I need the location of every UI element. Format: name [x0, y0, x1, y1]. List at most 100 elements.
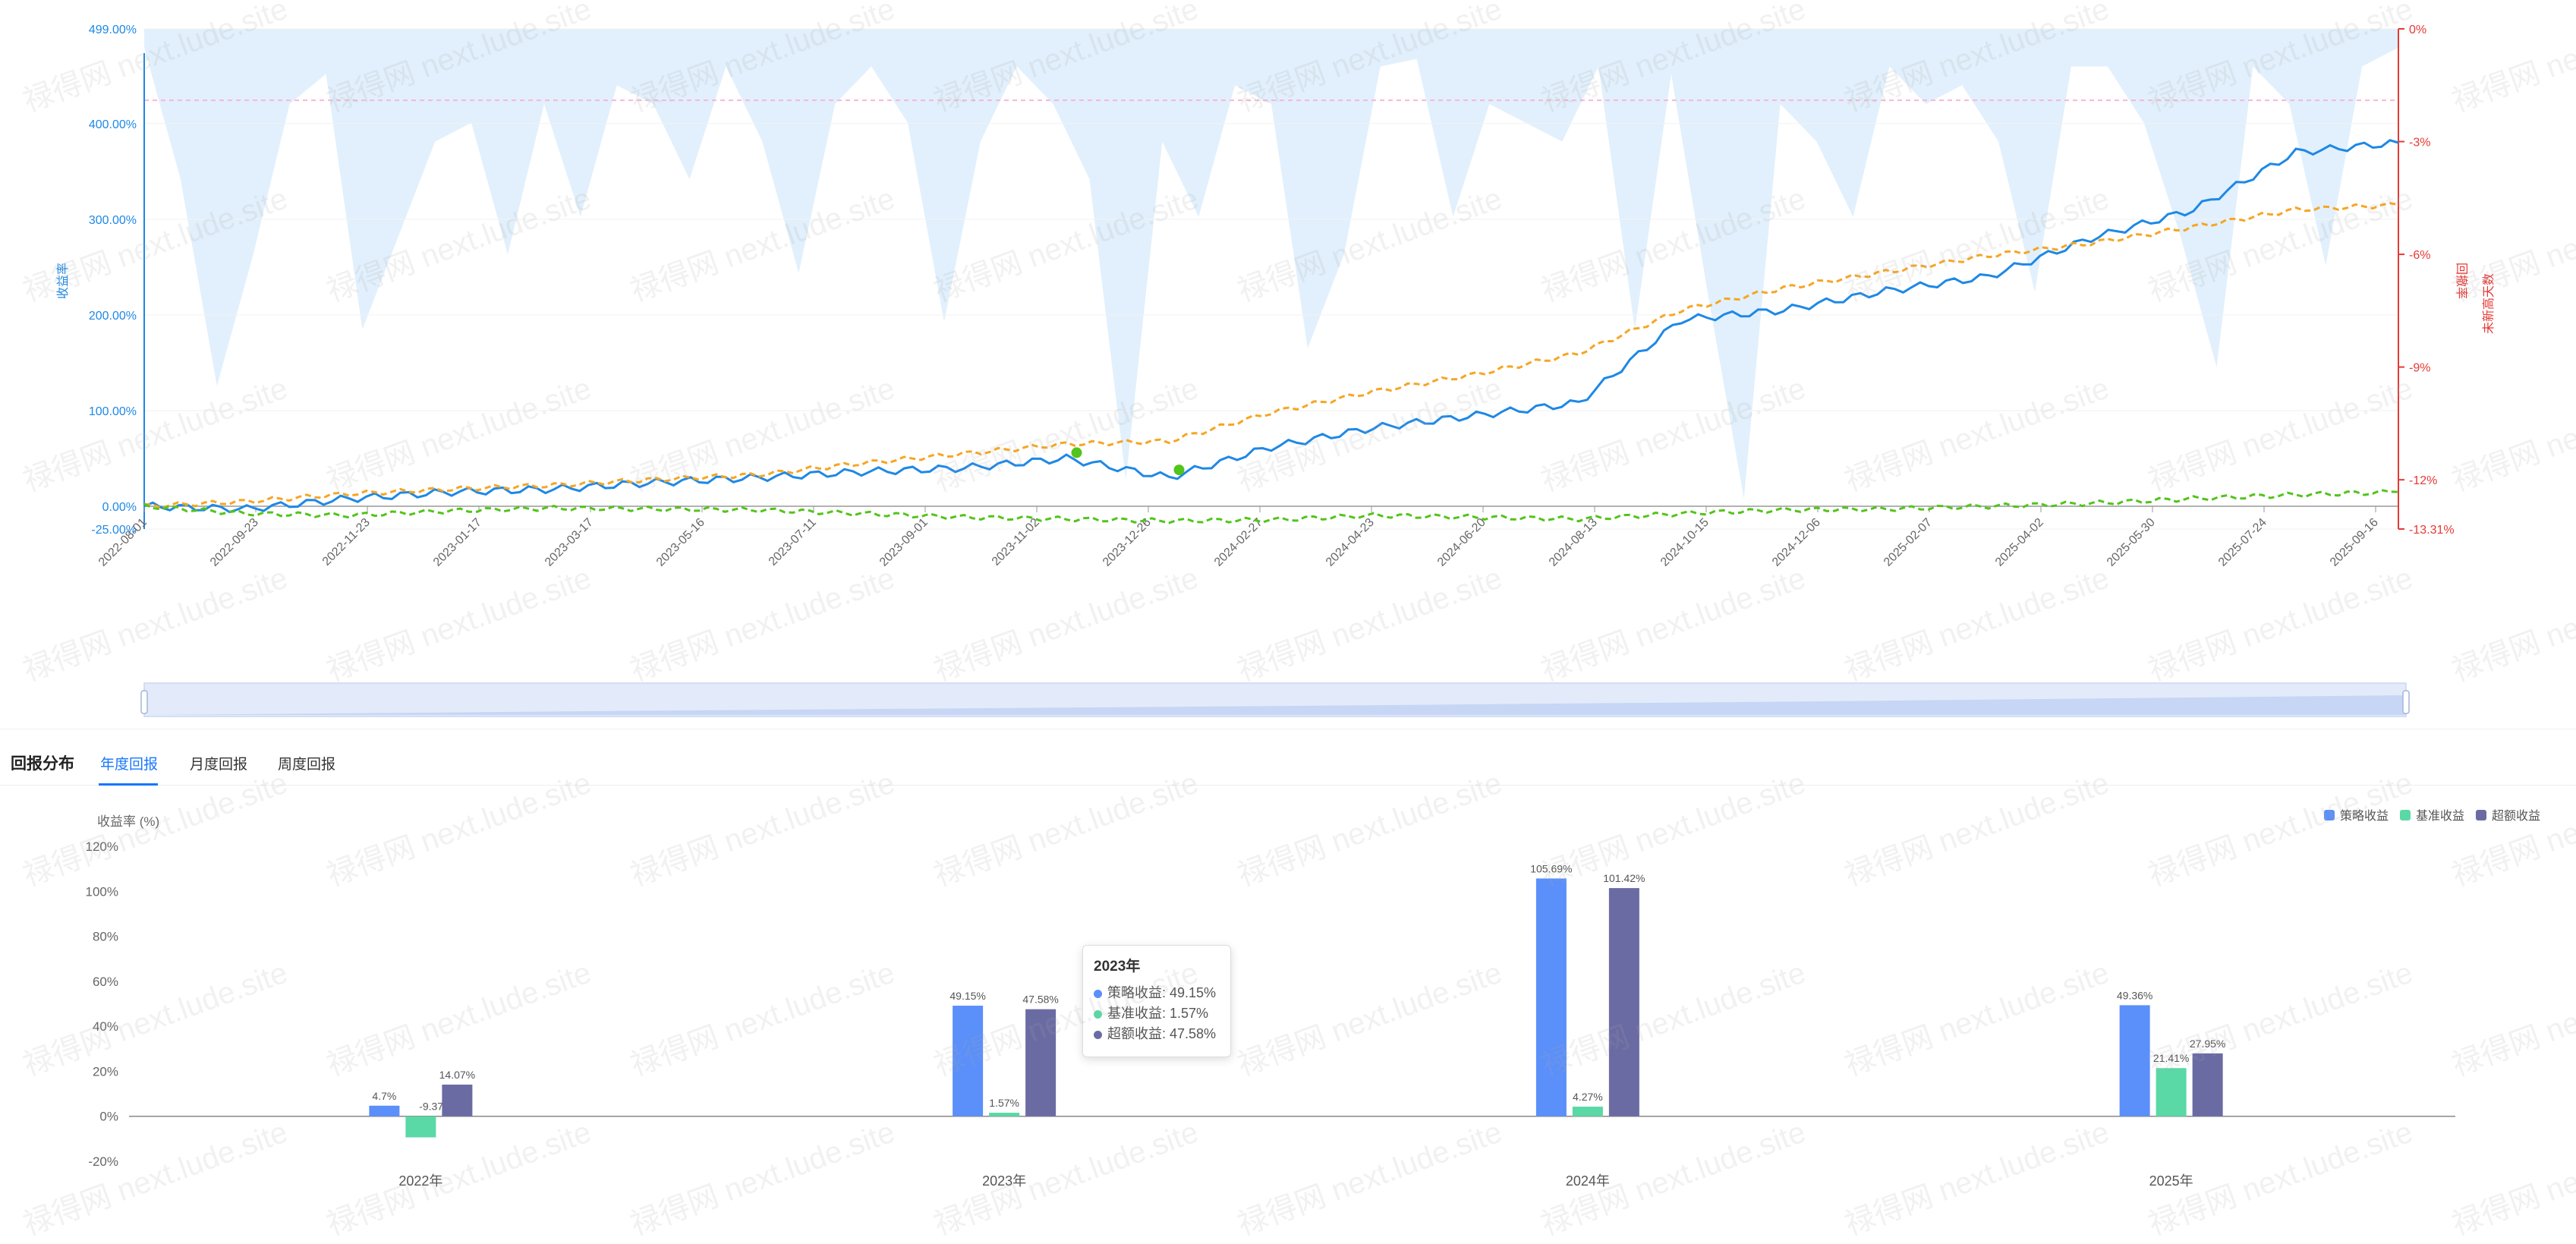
zoom-handle-left	[140, 690, 148, 714]
x-tick-label: 2025-09-16	[2328, 516, 2381, 569]
bar-value-label: 27.95%	[2190, 1038, 2225, 1050]
bar-category-label: 2025年	[2149, 1173, 2193, 1189]
x-tick-label: 2022-09-23	[208, 516, 261, 569]
x-tick-label: 2023-07-11	[767, 516, 819, 568]
yearly-returns-bar-chart: 收益率 (%) 120% 100% 80% 60% 40% 20% 0% -20% 2022年 4.…	[86, 809, 2541, 1189]
x-tick-label: 2024-02-27	[1212, 516, 1265, 569]
x-tick-label: 2025-04-02	[1993, 516, 2046, 569]
bar-0	[1535, 878, 1567, 1116]
bar-y-tick-label: 20%	[93, 1064, 118, 1079]
bar-y-tick-label: 80%	[93, 930, 118, 944]
bar-y-tick-label: 120%	[86, 839, 118, 854]
bar-2	[1025, 1009, 1057, 1116]
bar-tooltip: 2023年 策略收益: 49.15% 基准收益: 1.57% 超额收益: 47.…	[1082, 945, 1231, 1057]
right-tick-label: 0%	[2409, 24, 2426, 36]
tooltip-dot	[1094, 1009, 1102, 1019]
bar-category-label: 2024年	[1566, 1173, 1610, 1189]
bar-1	[1572, 1107, 1603, 1116]
bar-value-label: 49.36%	[2117, 989, 2152, 1001]
left-tick-label: 0.00%	[102, 501, 137, 514]
bar-0	[369, 1105, 400, 1116]
x-tick-label: 2022-11-23	[320, 516, 373, 568]
left-axis-title: 收益率	[56, 263, 70, 299]
left-tick-label: 300.00%	[89, 214, 137, 227]
legend-swatch	[2476, 810, 2486, 820]
bar-2	[1608, 888, 1639, 1116]
zoom-slider-preview	[144, 695, 2406, 715]
bar-2	[2192, 1053, 2223, 1116]
x-tick-label: 2025-05-30	[2105, 516, 2158, 569]
right-tick-label: -12%	[2409, 474, 2437, 487]
tooltip-row: 策略收益: 49.15%	[1094, 983, 1220, 1003]
bar-value-label: 4.27%	[1573, 1091, 1603, 1103]
tooltip-title: 2023年	[1094, 959, 1141, 975]
x-tick-label: 2023-03-17	[543, 516, 596, 569]
tooltip-dot	[1094, 989, 1102, 998]
bar-1	[405, 1116, 436, 1138]
right-tick-label: -3%	[2409, 137, 2430, 150]
x-tick-label: 2024-10-15	[1658, 516, 1712, 569]
x-tick-label: 2023-01-17	[431, 516, 484, 569]
section-title: 回报分布	[11, 755, 74, 773]
series-line-0	[143, 139, 2399, 514]
tooltip-dot	[1094, 1030, 1102, 1039]
bar-y-tick-label: 100%	[86, 884, 118, 899]
left-tick-label: 499.00%	[89, 24, 137, 36]
legend-label: 基准收益	[2416, 809, 2464, 823]
bar-category-label: 2023年	[982, 1173, 1026, 1189]
left-tick-label: 200.00%	[89, 310, 137, 323]
bar-y-axis-title: 收益率 (%)	[97, 814, 159, 829]
bar-y-tick-label: 40%	[93, 1019, 118, 1034]
legend-label: 超额收益	[2492, 809, 2540, 823]
tab-weekly[interactable]: 周度回报	[278, 757, 336, 773]
bar-2	[442, 1085, 473, 1116]
bar-0	[2119, 1005, 2150, 1116]
bar-0	[953, 1006, 984, 1116]
x-tick-label: 2023-12-26	[1101, 516, 1154, 569]
event-marker	[1071, 447, 1082, 458]
tooltip-row: 基准收益: 1.57%	[1094, 1003, 1220, 1024]
x-tick-label: 2023-09-01	[877, 516, 931, 569]
tooltip-row-text: 超额收益: 47.58%	[1107, 1026, 1217, 1041]
bar-value-label: 105.69%	[1530, 862, 1572, 874]
bar-1	[989, 1113, 1020, 1116]
bar-1	[2156, 1068, 2187, 1116]
bar-value-label: 21.41%	[2153, 1052, 2189, 1064]
series-line-1	[143, 202, 2399, 509]
bar-value-label: 4.7%	[372, 1090, 396, 1102]
tooltip-row-text: 策略收益: 49.15%	[1107, 985, 1217, 1000]
right-axis-title: 回撤率	[2455, 263, 2468, 299]
right-tick-label: -9%	[2409, 362, 2430, 375]
bar-y-tick-label: 60%	[93, 975, 118, 989]
left-tick-label: -25.00%	[91, 524, 137, 537]
tooltip-row-text: 基准收益: 1.57%	[1107, 1006, 1209, 1021]
zoom-handle-right	[2402, 690, 2410, 714]
legend-swatch	[2324, 810, 2335, 820]
x-tick-label: 2024-06-20	[1435, 516, 1488, 569]
x-tick-label: 2025-07-24	[2216, 516, 2269, 569]
right-axis-2-title: 未新高天数	[2482, 273, 2496, 334]
bar-value-label: 49.15%	[949, 990, 985, 1002]
x-tick-label: 2023-11-02	[990, 516, 1042, 568]
bar-value-label: 1.57%	[989, 1097, 1019, 1109]
bar-category-label: 2022年	[398, 1173, 442, 1189]
right-tick-label: -6%	[2409, 249, 2430, 262]
return-distribution-tabs: 回报分布 年度回报 月度回报 周度回报	[0, 736, 2576, 786]
x-tick-label: 2025-02-07	[1882, 516, 1935, 569]
tab-monthly[interactable]: 月度回报	[190, 757, 248, 773]
event-marker	[1173, 465, 1185, 476]
bar-value-label: 101.42%	[1603, 872, 1645, 884]
x-tick-label: 2024-08-13	[1547, 516, 1600, 569]
left-tick-label: 400.00%	[89, 118, 137, 131]
x-tick-label: 2024-12-06	[1770, 516, 1823, 569]
tab-yearly[interactable]: 年度回报	[100, 757, 159, 773]
legend-label: 策略收益	[2340, 809, 2389, 823]
active-tab-underline	[99, 783, 158, 786]
left-tick-label: 100.00%	[89, 405, 137, 418]
tooltip-row: 超额收益: 47.58%	[1094, 1024, 1220, 1044]
legend-swatch	[2400, 810, 2411, 820]
bar-value-label: 47.58%	[1022, 994, 1058, 1006]
drawdown-area	[144, 29, 2398, 499]
x-tick-label: 2024-04-23	[1324, 516, 1377, 569]
returns-drawdown-chart: 499.00% 400.00% 300.00% 200.00% 100.00% 0.00%…	[56, 24, 2496, 717]
